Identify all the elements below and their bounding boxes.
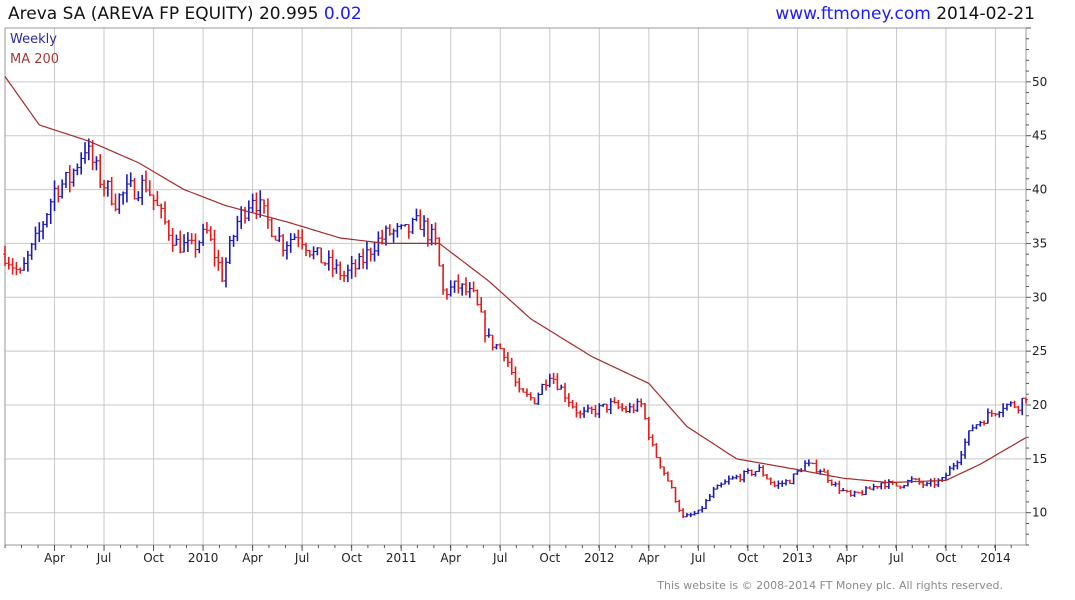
legend-ma200: MA 200 (10, 52, 60, 67)
y-tick-label: 10 (1032, 506, 1047, 520)
chart-title: Areva SA (AREVA FP EQUITY) 20.995 0.02 (8, 4, 362, 24)
x-tick-label: Oct (539, 551, 560, 565)
y-axis: 10 15 20 25 30 35 40 45 50 (1026, 27, 1047, 546)
x-tick-label: 2011 (386, 551, 417, 565)
x-tick-label: Apr (242, 551, 263, 565)
security-name: Areva SA (AREVA FP EQUITY) (8, 4, 254, 24)
weekly-bars (3, 138, 1028, 519)
chart-date: 2014-02-21 (936, 4, 1035, 24)
x-tick-label: Apr (440, 551, 461, 565)
x-tick-label: Jul (888, 551, 903, 565)
x-tick-label: Jul (492, 551, 507, 565)
ma200-line (4, 76, 1027, 484)
x-tick-label: Oct (738, 551, 759, 565)
y-tick-label: 45 (1032, 129, 1047, 143)
x-tick-label: Apr (44, 551, 65, 565)
x-tick-label: Jul (294, 551, 309, 565)
x-tick-label: 2012 (584, 551, 615, 565)
plot-frame (4, 27, 1027, 546)
x-tick-label: Apr (638, 551, 659, 565)
copyright-footer: This website is © 2008-2014 FT Money plc… (657, 579, 1003, 592)
y-tick-label: 50 (1032, 75, 1047, 89)
x-tick-label: Jul (690, 551, 705, 565)
x-tick-label: Oct (143, 551, 164, 565)
y-tick-label: 15 (1032, 452, 1047, 466)
site-link[interactable]: www.ftmoney.com (775, 4, 931, 24)
x-tick-label: 2010 (188, 551, 219, 565)
x-tick-label: Apr (837, 551, 858, 565)
chart-source: www.ftmoney.com 2014-02-21 (775, 4, 1035, 24)
y-tick-label: 30 (1032, 290, 1047, 304)
x-axis: Apr Jul Oct 2010 Apr Jul Oct 2011 Apr Jul Oct 2012 A… (4, 545, 1012, 565)
x-tick-label: Oct (936, 551, 957, 565)
x-tick-label: Jul (96, 551, 111, 565)
y-tick-label: 40 (1032, 183, 1047, 197)
x-tick-label: 2014 (980, 551, 1011, 565)
grid (5, 28, 1026, 545)
last-price: 20.995 (258, 4, 319, 24)
x-tick-label: Oct (341, 551, 362, 565)
y-tick-label: 25 (1032, 344, 1047, 358)
y-tick-label: 20 (1032, 398, 1047, 412)
legend-weekly: Weekly (10, 32, 57, 47)
price-change: 0.02 (323, 4, 362, 24)
x-tick-label: 2013 (782, 551, 813, 565)
y-tick-label: 35 (1032, 236, 1047, 250)
